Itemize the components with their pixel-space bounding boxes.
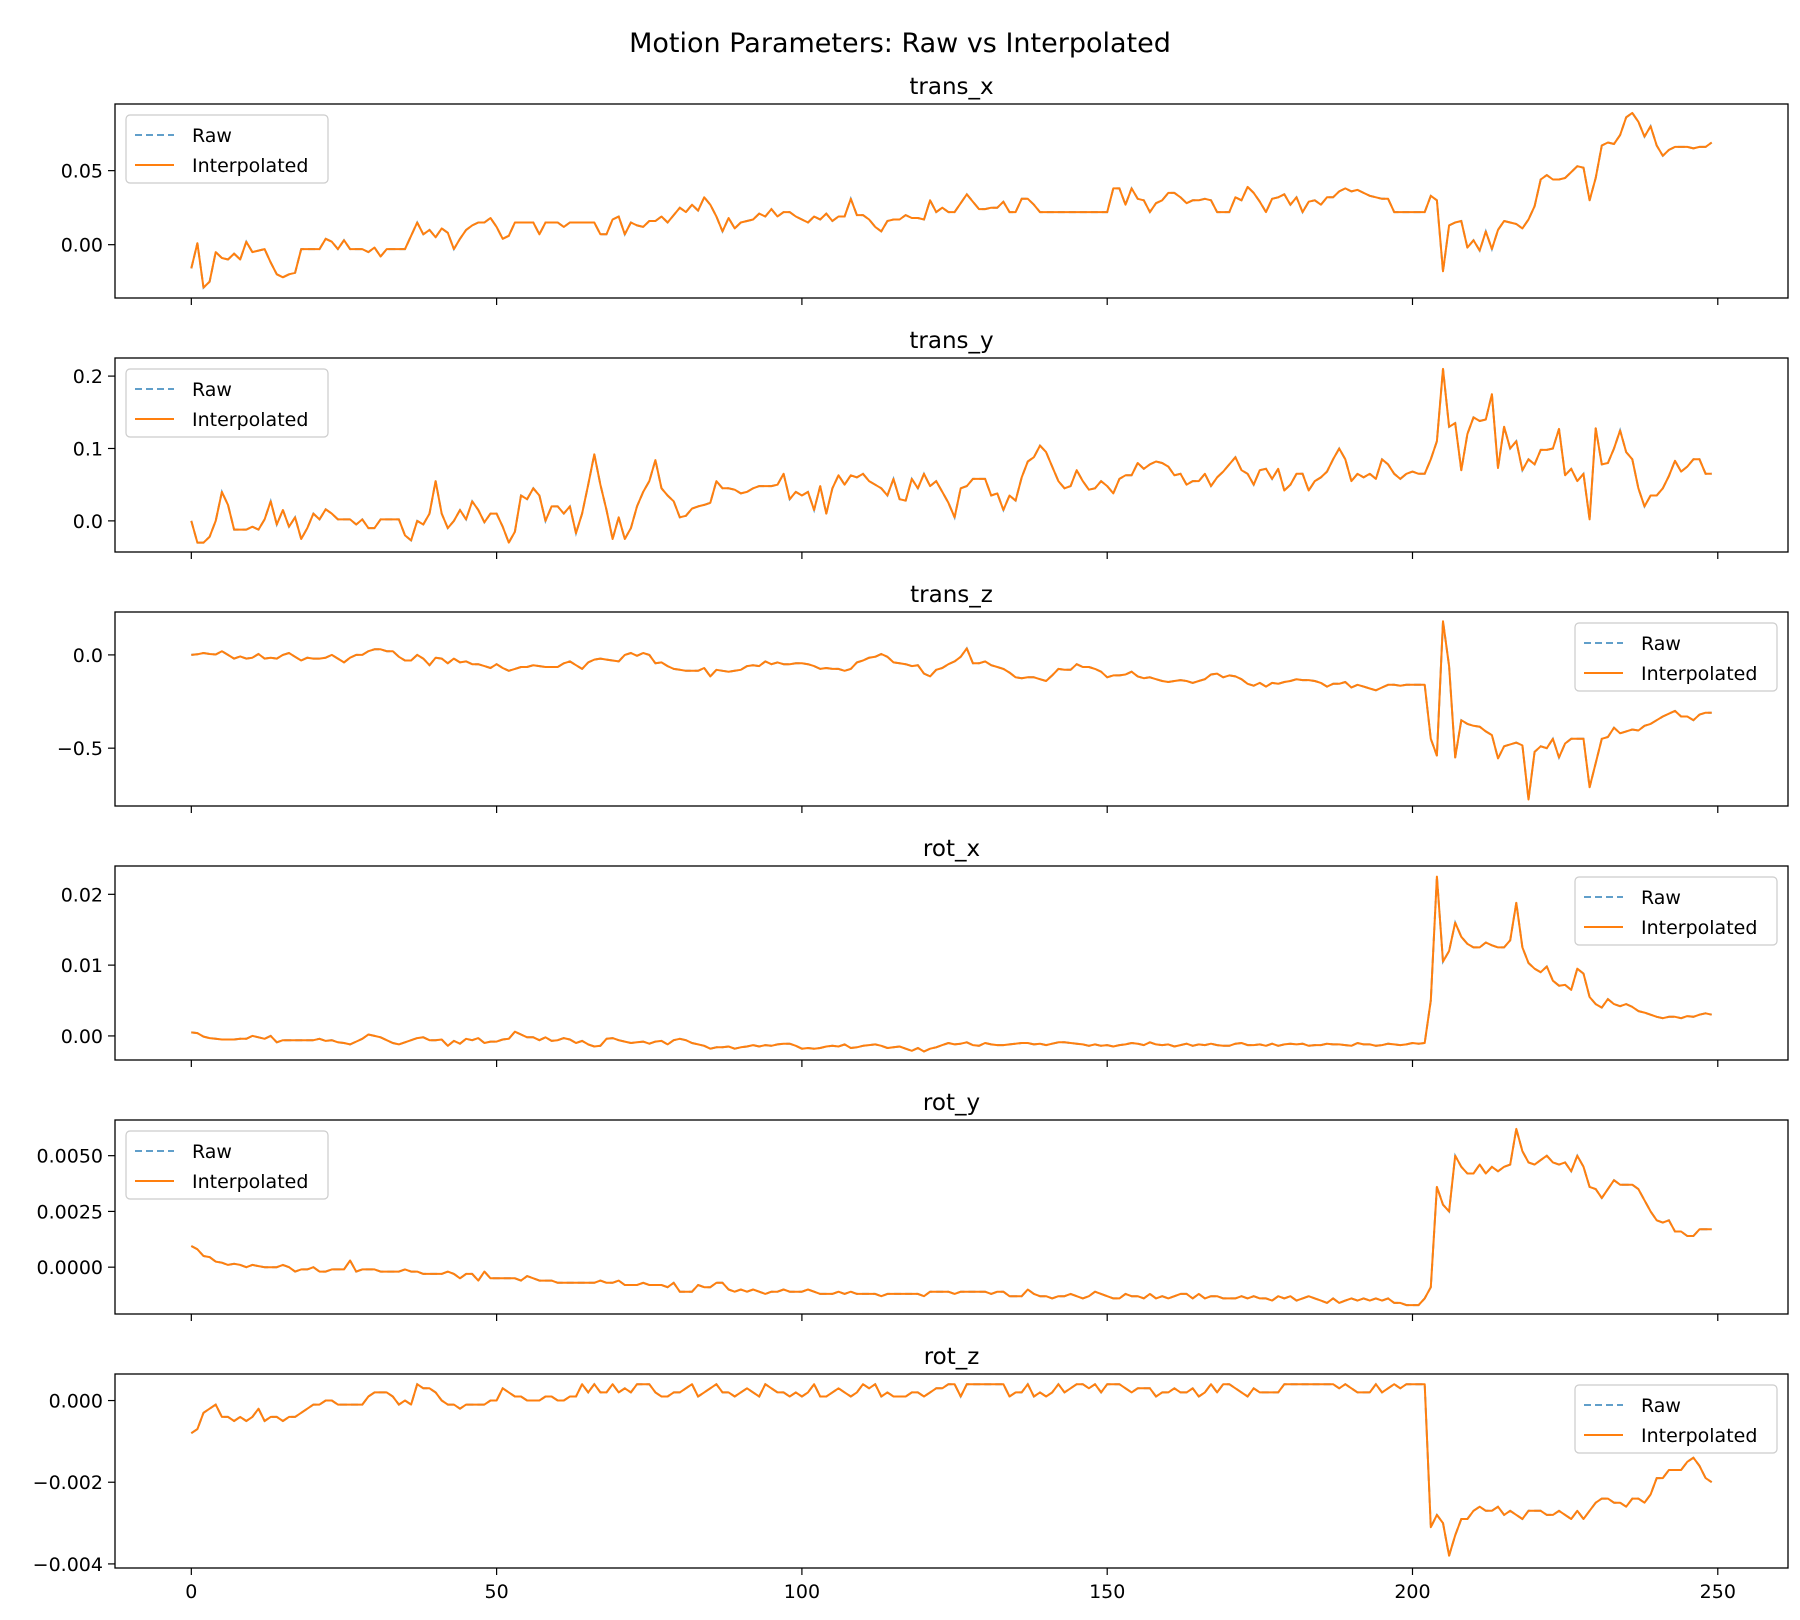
panel-title: rot_x — [923, 836, 980, 862]
panel-title: rot_z — [924, 1344, 980, 1370]
series-interpolated-line — [190, 1127, 1712, 1307]
y-tick-label: 0.05 — [61, 161, 103, 183]
panel-trans-z: trans_z 0.0 −0.5 Raw Interpolated — [57, 582, 1789, 813]
axes-frame — [114, 357, 1789, 553]
series-interpolated-line — [190, 1383, 1713, 1557]
y-tick-label: 0.000 — [49, 1391, 103, 1413]
panel-title: trans_x — [909, 74, 993, 100]
panel-rot-y: rot_y 0.0000 0.0025 0.0050 Raw Interpolated — [37, 1090, 1789, 1321]
series-interpolated-line — [190, 367, 1712, 544]
y-tick-label: 0.00 — [61, 235, 103, 257]
legend-box — [125, 114, 329, 184]
y-tick-label: 0.0 — [73, 645, 103, 667]
legend-box — [1574, 876, 1778, 946]
axes-frame — [114, 1373, 1789, 1569]
panel-title: rot_y — [923, 1090, 980, 1116]
y-tick-label: −0.002 — [33, 1472, 103, 1494]
series-interpolated-line — [191, 620, 1712, 801]
legend: Raw Interpolated — [1574, 876, 1778, 946]
axes-frame — [114, 103, 1789, 299]
series-interpolated-line — [191, 875, 1712, 1053]
legend: Raw Interpolated — [125, 368, 329, 438]
legend-raw-label: Raw — [192, 379, 232, 401]
legend: Raw Interpolated — [1574, 1384, 1778, 1454]
legend: Raw Interpolated — [1574, 622, 1778, 692]
panel-trans-x: trans_x 0.00 0.05 Raw Interpolated — [61, 74, 1789, 305]
legend-raw-label: Raw — [192, 1141, 232, 1163]
y-tick-label: 0.00 — [61, 1026, 103, 1048]
y-tick-label: 0.0 — [73, 511, 103, 533]
x-tick-label: 100 — [784, 1581, 820, 1603]
legend: Raw Interpolated — [125, 114, 329, 184]
series-interpolated-line — [190, 111, 1713, 289]
x-tick-label: 250 — [1700, 1581, 1736, 1603]
legend-raw-label: Raw — [1641, 887, 1681, 909]
y-tick-label: 0.0050 — [37, 1146, 103, 1168]
figure-title: Motion Parameters: Raw vs Interpolated — [629, 28, 1171, 59]
axes-frame — [114, 611, 1789, 807]
legend-interpolated-label: Interpolated — [1641, 917, 1757, 939]
y-tick-label: 0.2 — [73, 366, 103, 388]
panels: trans_x0.000.05RawInterpolatedtrans_y0.0… — [33, 74, 1789, 1603]
legend-raw-label: Raw — [192, 125, 232, 147]
legend-box — [125, 1130, 329, 1200]
panel-rot-x: rot_x 0.00 0.01 0.02 Raw Interpolated — [61, 836, 1789, 1067]
legend-box — [1574, 1384, 1778, 1454]
legend-interpolated-label: Interpolated — [192, 155, 308, 177]
y-tick-label: 0.01 — [61, 955, 103, 977]
y-tick-label: −0.5 — [57, 738, 103, 760]
x-tick-label: 0 — [185, 1581, 197, 1603]
panel-trans-y: trans_y 0.0 0.1 0.2 Raw Interpolated — [73, 328, 1789, 559]
y-tick-label: 0.0000 — [37, 1257, 103, 1279]
x-tick-label: 200 — [1394, 1581, 1430, 1603]
y-tick-label: 0.1 — [73, 438, 103, 460]
legend-interpolated-label: Interpolated — [192, 409, 308, 431]
legend-interpolated-label: Interpolated — [1641, 1425, 1757, 1447]
y-tick-label: 0.02 — [61, 884, 103, 906]
x-tick-label: 150 — [1089, 1581, 1125, 1603]
panel-title: trans_z — [910, 582, 993, 608]
legend-raw-label: Raw — [1641, 1395, 1681, 1417]
legend-interpolated-label: Interpolated — [1641, 663, 1757, 685]
legend-raw-label: Raw — [1641, 633, 1681, 655]
legend-interpolated-label: Interpolated — [192, 1171, 308, 1193]
legend-box — [125, 368, 329, 438]
panel-title: trans_y — [909, 328, 993, 354]
axes-frame — [114, 865, 1789, 1061]
y-tick-label: 0.0025 — [37, 1201, 103, 1223]
legend: Raw Interpolated — [125, 1130, 329, 1200]
legend-box — [1574, 622, 1778, 692]
x-tick-label: 50 — [485, 1581, 509, 1603]
axes-frame — [114, 1119, 1789, 1315]
panel-rot-z: rot_z 0.000 −0.002 −0.004 0 50 100 150 200 250 Raw… — [33, 1344, 1789, 1603]
y-tick-label: −0.004 — [33, 1554, 103, 1576]
